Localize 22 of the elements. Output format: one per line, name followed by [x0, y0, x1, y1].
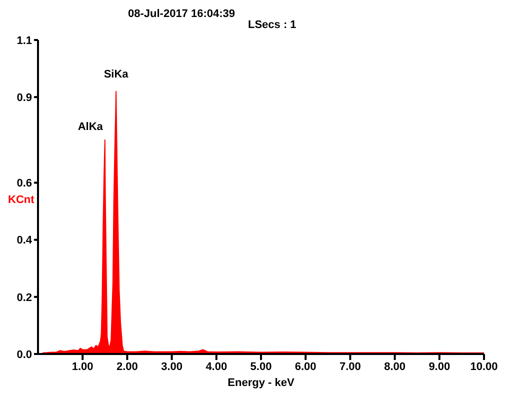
- annotation: AlKa: [78, 120, 104, 133]
- x-axis-title: Energy - keV: [228, 377, 295, 389]
- annotation: SiKa: [104, 68, 130, 80]
- y-tick-label: 0.4: [16, 234, 33, 247]
- x-tick-label: 2.00: [116, 360, 138, 373]
- y-tick-label: 1.1: [16, 34, 32, 47]
- x-tick-label: 4.00: [206, 360, 228, 373]
- x-tick-label: 7.00: [339, 360, 361, 373]
- x-tick-label: 8.00: [384, 360, 406, 373]
- y-tick-label: 0.9: [16, 92, 32, 104]
- x-tick-label: 10.00: [470, 360, 498, 373]
- x-tick-label: 3.00: [161, 360, 183, 373]
- y-tick-label: 0.6: [16, 178, 32, 190]
- chart-title: 08-Jul-2017 16:04:39: [128, 8, 236, 20]
- x-tick-label: 9.00: [428, 360, 450, 373]
- x-tick-label: 6.00: [294, 360, 316, 373]
- chart-subtitle: LSecs : 1: [248, 19, 296, 31]
- y-tick-label: 0.2: [16, 292, 32, 304]
- y-tick-label: 0.0: [16, 348, 32, 361]
- y-axis-title: KCnt: [8, 194, 34, 206]
- x-tick-label: 5.00: [250, 360, 272, 373]
- x-tick-label: 1.00: [72, 360, 94, 373]
